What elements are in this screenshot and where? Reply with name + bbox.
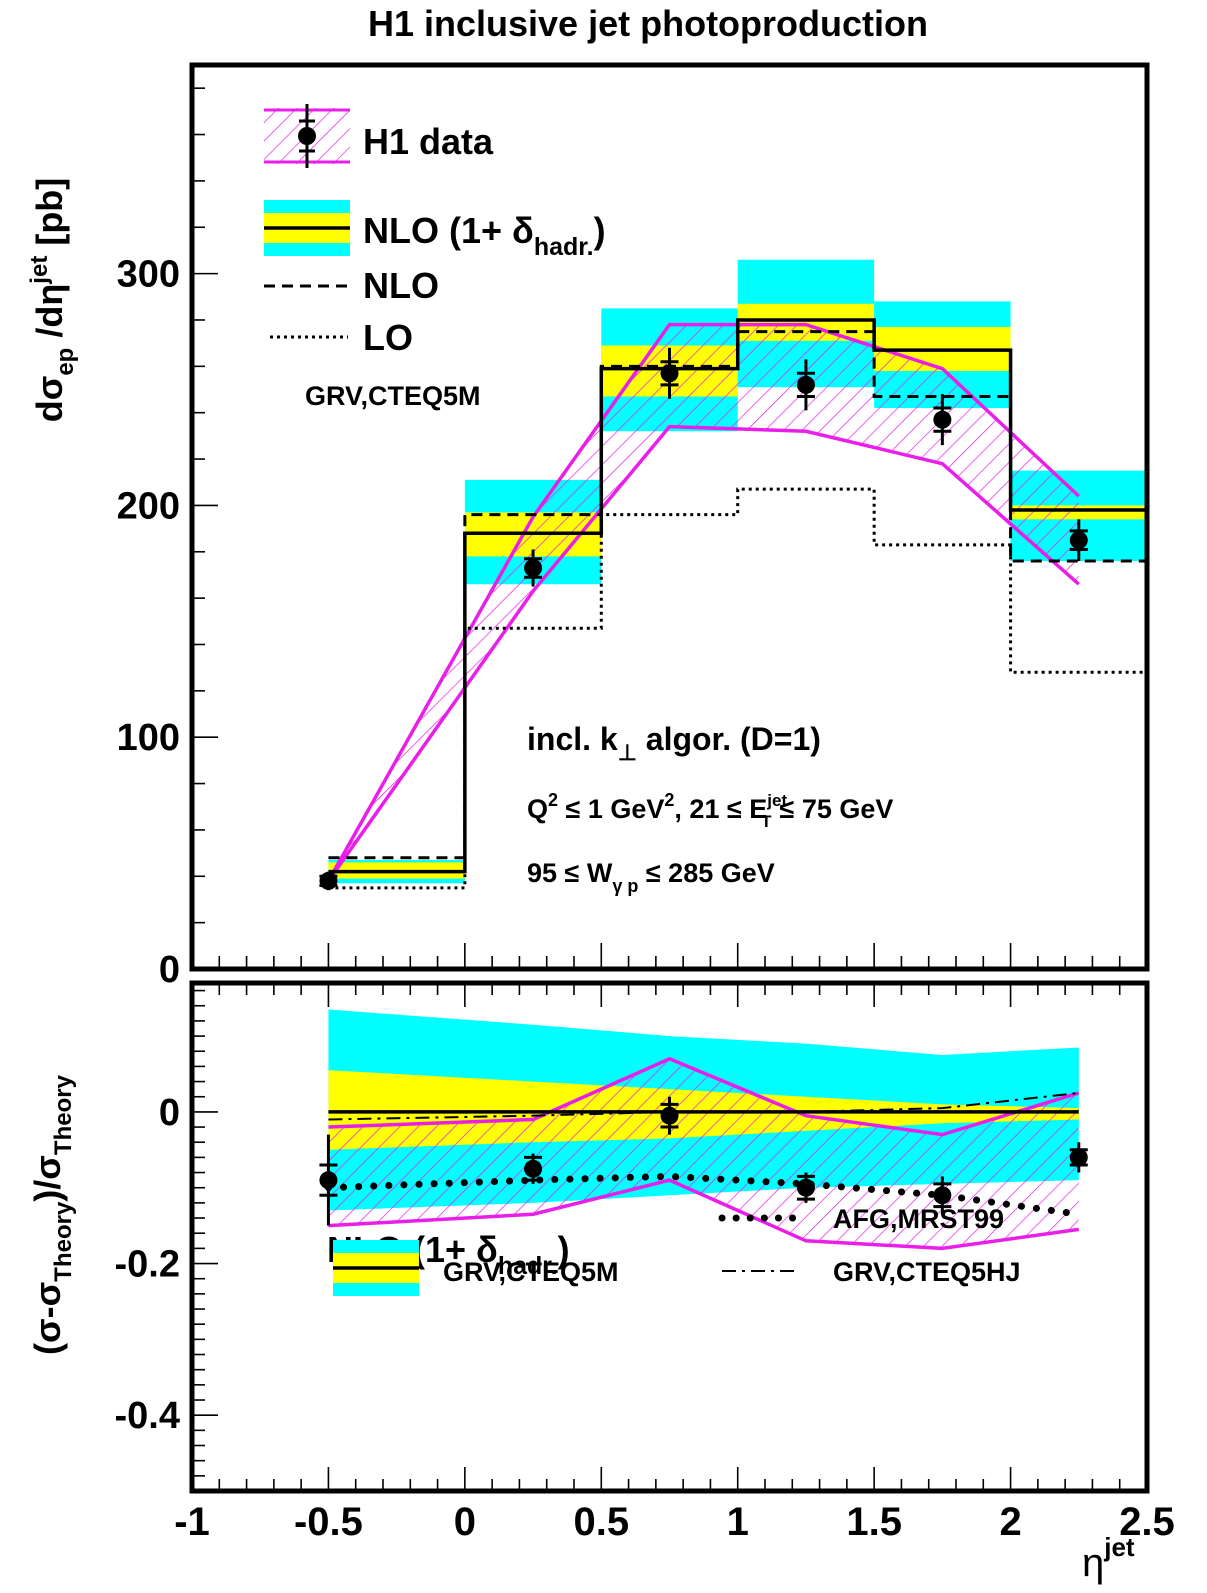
data-point (660, 1106, 679, 1125)
x-tick-label: 2 (999, 1500, 1021, 1544)
bottom-plot-frame (189, 980, 1150, 1494)
legend-afg-label: AFG,MRST99 (833, 1204, 1004, 1234)
x-tick-label: 0.5 (573, 1500, 629, 1544)
legend-h1-data-symbol (264, 104, 350, 168)
bottom-lines (324, 1091, 1083, 1218)
legend-nlo-label: NLO (363, 265, 439, 306)
y-tick-label: 0 (159, 949, 180, 991)
x-tick-label: -0.5 (294, 1500, 363, 1544)
legend-lo-label: LO (363, 317, 413, 358)
x-axis-label: ηjet (1082, 1532, 1135, 1585)
annotation-q2-et: Q2 ≤ 1 GeV2, 21 ≤ Ejet T ≤ 75 GeV (527, 790, 893, 831)
y-tick-label: 300 (117, 254, 180, 296)
y-tick-label: 100 (117, 717, 180, 759)
annotation-w-range: 95 ≤ Wγ p ≤ 285 GeV (527, 858, 775, 896)
top-plot-frame (189, 62, 1150, 972)
afg-mrst99-line (324, 1172, 1083, 1218)
y-tick-label: 200 (117, 485, 180, 527)
bottom-legend: NLO (1+ δhadr.) GRV,CTEQ5M AFG,MRST99 GR… (327, 1204, 1021, 1296)
top-ticks: 0 100 200 300 (117, 87, 1148, 991)
x-tick-label: 2.5 (1119, 1500, 1175, 1544)
bottom-points (319, 1096, 1088, 1226)
bottom-y-axis-label: (σ-σTheory)/σTheory (27, 1074, 77, 1355)
top-lines (328, 318, 1147, 890)
bottom-data-band (328, 1056, 1080, 1251)
y-tick-label: -0.4 (115, 1395, 180, 1437)
legend-grv-cteq5m-label: GRV,CTEQ5M (443, 1257, 619, 1287)
data-point (1069, 1148, 1088, 1167)
top-legend: H1 data NLO (1+ δhadr.) NLO LO GRV,CTEQ5… (264, 104, 606, 411)
x-tick-label: -1 (174, 1500, 210, 1544)
x-tick-label: 1 (727, 1500, 749, 1544)
data-point (319, 1171, 338, 1190)
data-point (933, 1186, 952, 1205)
top-y-axis-label: dσep /dηjet [pb] (26, 178, 79, 423)
data-point (524, 1159, 543, 1178)
legend-cteq5hj-label: GRV,CTEQ5HJ (833, 1257, 1021, 1287)
data-point (796, 1178, 815, 1197)
data-error-band-lower (328, 1178, 1080, 1251)
annotation-algorithm: incl. k⊥ algor. (D=1) (527, 721, 821, 765)
data-error-band-upper (328, 1056, 1080, 1137)
y-tick-label: 0 (159, 1092, 180, 1134)
data-point (1069, 531, 1088, 550)
grv-cteq5hj-line (328, 1091, 1079, 1121)
legend-nlo-hadr-label: NLO (1+ δhadr.) (363, 210, 606, 261)
y-tick-label: -0.2 (115, 1244, 180, 1286)
nlo-hadr-histogram (328, 318, 1147, 874)
data-error-band-fill (328, 1058, 1079, 1249)
top-points (319, 347, 1088, 891)
legend-h1-data-label: H1 data (363, 121, 494, 162)
x-tick-label: 1.5 (846, 1500, 902, 1544)
top-panel: 0 100 200 300 H1 data NLO (1+ δhadr.) NLO L… (117, 62, 1150, 991)
data-point (796, 375, 815, 394)
legend-grv-cteq5m-symbol (333, 1240, 419, 1296)
data-error-band-lower (326, 424, 1080, 882)
bottom-panel: -0.4 -0.2 0 -1 -0.5 0 0.5 1 1.5 2 2.5 NLO (1+ δhad… (115, 980, 1175, 1544)
data-point (319, 871, 338, 890)
x-tick-label: 0 (454, 1500, 476, 1544)
chart-title: H1 inclusive jet photoproduction (368, 3, 928, 44)
data-point (524, 558, 543, 577)
legend-pdf-label: GRV,CTEQ5M (305, 381, 481, 411)
data-point (933, 410, 952, 429)
legend-nlo-hadr-symbol (264, 200, 350, 256)
data-point (660, 364, 679, 383)
legend-point (298, 127, 316, 145)
